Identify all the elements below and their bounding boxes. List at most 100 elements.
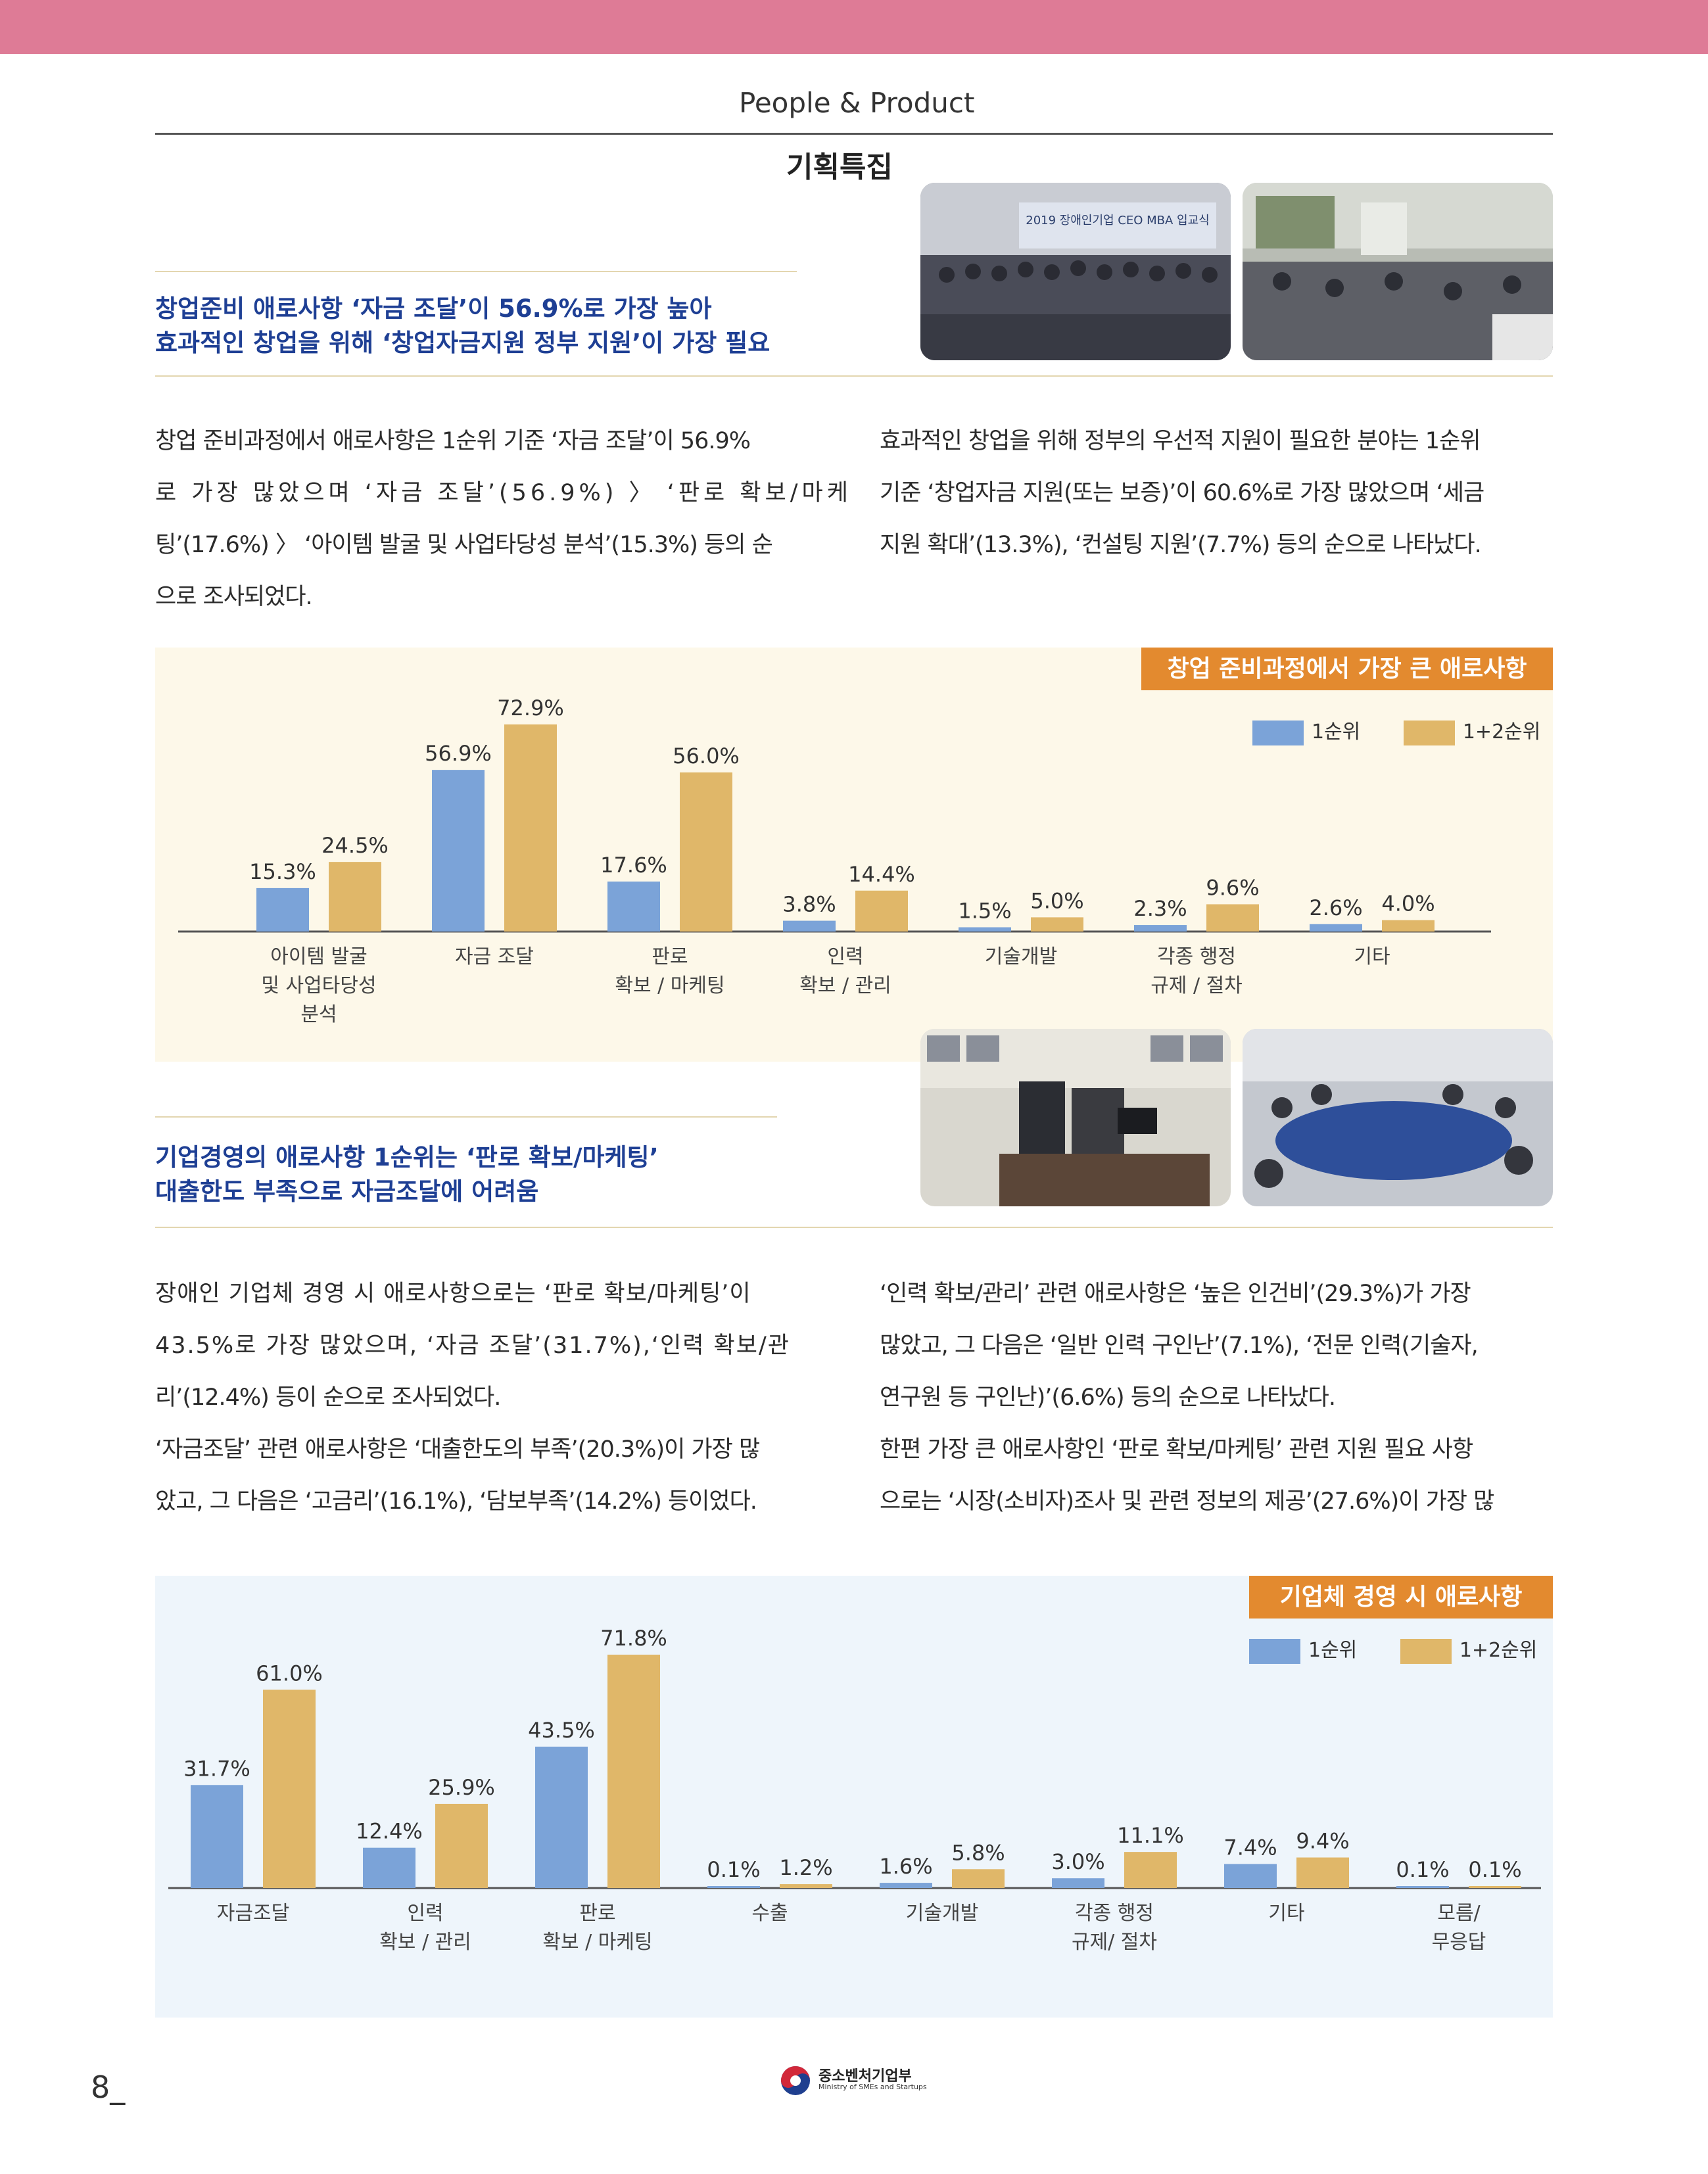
- photo-office-meeting: [920, 1029, 1231, 1206]
- bar-rank1: [959, 927, 1011, 932]
- bar-rank1plus2: [504, 724, 557, 932]
- bar-rank1: [256, 887, 309, 932]
- category-label: 모름/: [1437, 1902, 1481, 1925]
- text-line: ‘인력 확보/관리’ 관련 애로사항은 ‘높은 인건비’(29.3%)가 가장: [880, 1281, 1471, 1307]
- bar-rank1: [363, 1847, 415, 1888]
- chart1-box: [155, 648, 1553, 1062]
- category-label: 자금 조달: [455, 945, 534, 968]
- category-label: 기타: [1268, 1902, 1304, 1925]
- text-line: 창업 준비과정에서 애로사항은 1순위 기준 ‘자금 조달’이 56.9%: [155, 428, 751, 454]
- bar-rank1: [432, 770, 485, 932]
- category-label: 및 사업타당성: [261, 974, 376, 997]
- bar-rank1: [607, 881, 660, 932]
- data-label: 9.4%: [1296, 1829, 1349, 1854]
- legend-label-1st: 1순위: [1308, 1639, 1358, 1662]
- category-label: 기술개발: [906, 1902, 978, 1925]
- category-label: 자금조달: [217, 1902, 289, 1925]
- chart2-legend: 1순위 1+2순위: [1249, 1634, 1537, 1664]
- headline-line: 효과적인 창업을 위해 ‘창업자금지원 정부 지원’이 가장 필요: [155, 329, 771, 357]
- bar-rank1plus2: [1469, 1886, 1521, 1888]
- category-label: 아이템 발굴: [270, 945, 368, 968]
- ministry-name: 중소벤처기업부: [818, 2068, 912, 2085]
- bar-rank1plus2: [1296, 1857, 1349, 1888]
- ministry-name-en: Ministry of SMEs and Startups: [818, 2083, 927, 2091]
- data-label: 2.6%: [1309, 895, 1362, 920]
- text-line: 으로 조사되었다.: [155, 584, 313, 610]
- data-label: 43.5%: [528, 1718, 595, 1743]
- bar-rank1plus2: [1031, 917, 1083, 932]
- data-label: 17.6%: [600, 853, 667, 878]
- headline-line: 기업경영의 애로사항 1순위는 ‘판로 확보/마케팅’: [155, 1143, 659, 1171]
- category-label: 확보 / 마케팅: [542, 1931, 652, 1954]
- text-line: 로 가장 많았으며 ‘자금 조달’(56.9%) 〉 ‘판로 확보/마케: [155, 480, 852, 506]
- ministry-logo: 중소벤처기업부 Ministry of SMEs and Startups: [779, 2064, 927, 2097]
- category-label: 수출: [751, 1902, 788, 1925]
- data-label: 31.7%: [183, 1756, 250, 1781]
- bar-rank1: [783, 920, 836, 932]
- feature-title: 기획특집: [786, 151, 893, 184]
- section1-right-text: 효과적인 창업을 위해 정부의 우선적 지원이 필요한 분야는 1순위 기준 ‘…: [880, 415, 1554, 571]
- data-label: 5.0%: [1030, 888, 1083, 913]
- photo-roundtable: [1243, 1029, 1553, 1206]
- data-label: 24.5%: [321, 833, 389, 858]
- text-line: 으로는 ‘시장(소비자)조사 및 관련 정보의 제공’(27.6%)이 가장 많: [880, 1488, 1494, 1515]
- data-label: 14.4%: [848, 862, 915, 887]
- bar-rank1plus2: [855, 890, 908, 932]
- chart1-legend: 1순위 1+2순위: [1252, 715, 1540, 745]
- legend-swatch-1plus2: [1403, 720, 1455, 745]
- bar-rank1plus2: [607, 1655, 660, 1888]
- bar-rank1: [880, 1883, 932, 1888]
- data-label: 11.1%: [1117, 1823, 1184, 1848]
- category-label: 판로: [579, 1902, 615, 1925]
- category-label: 규제/ 절차: [1072, 1931, 1157, 1954]
- category-label: 기타: [1354, 945, 1390, 968]
- photo-lecture-hall: [1243, 183, 1553, 360]
- data-label: 72.9%: [497, 696, 564, 721]
- bar-rank1: [1310, 924, 1362, 932]
- taegeuk-icon: [781, 2066, 810, 2095]
- bar-rank1plus2: [1124, 1852, 1177, 1888]
- data-label: 56.9%: [425, 741, 492, 766]
- data-label: 61.0%: [256, 1661, 323, 1686]
- bar-rank1: [535, 1746, 588, 1888]
- bar-rank1: [1134, 925, 1187, 932]
- section1-headline: 창업준비 애로사항 ‘자금 조달’이 56.9%로 가장 높아 효과적인 창업을…: [155, 292, 770, 360]
- text-line: 연구원 등 구인난)’(6.6%) 등의 순으로 나타났다.: [880, 1384, 1336, 1411]
- bar-rank1plus2: [1382, 920, 1435, 932]
- header-rule: [155, 133, 1553, 135]
- text-line: 한편 가장 큰 애로사항인 ‘판로 확보/마케팅’ 관련 지원 필요 사항: [880, 1436, 1473, 1463]
- text-line: 효과적인 창업을 위해 정부의 우선적 지원이 필요한 분야는 1순위: [880, 428, 1481, 454]
- headline-line: 대출한도 부족으로 자금조달에 어려움: [155, 1177, 539, 1206]
- headline1-rule-top: [155, 271, 797, 272]
- legend-label-1plus2: 1+2순위: [1459, 1639, 1538, 1662]
- data-label: 1.2%: [779, 1855, 832, 1880]
- text-line: ‘자금조달’ 관련 애로사항은 ‘대출한도의 부족’(20.3%)이 가장 많: [155, 1436, 760, 1463]
- bar-rank1: [191, 1785, 243, 1888]
- text-line: 많았고, 그 다음은 ‘일반 인력 구인난’(7.1%), ‘전문 인력(기술자…: [880, 1333, 1479, 1359]
- text-line: 기준 ‘창업자금 지원(또는 보증)’이 60.6%로 가장 많았으며 ‘세금: [880, 480, 1484, 506]
- category-label: 인력: [827, 945, 863, 968]
- bar-rank1plus2: [952, 1869, 1005, 1888]
- section2-headline: 기업경영의 애로사항 1순위는 ‘판로 확보/마케팅’ 대출한도 부족으로 자금…: [155, 1141, 659, 1209]
- category-label: 확보 / 마케팅: [615, 974, 724, 997]
- text-line: 장애인 기업체 경영 시 애로사항으로는 ‘판로 확보/마케팅’이: [155, 1281, 751, 1307]
- top-color-bar: [0, 0, 1708, 54]
- legend-swatch-1plus2: [1400, 1638, 1452, 1664]
- category-label: 각종 행정: [1075, 1902, 1154, 1925]
- section1-left-text: 창업 준비과정에서 애로사항은 1순위 기준 ‘자금 조달’이 56.9% 로 …: [155, 415, 852, 623]
- data-label: 71.8%: [600, 1626, 667, 1651]
- category-label: 규제 / 절차: [1151, 974, 1243, 997]
- bar-rank1: [1224, 1864, 1277, 1888]
- photo-group-ceremony: 2019 장애인기업 CEO MBA 입교식: [920, 183, 1231, 360]
- category-label: 인력: [407, 1902, 443, 1925]
- data-label: 1.5%: [958, 899, 1011, 924]
- data-label: 56.0%: [673, 744, 740, 768]
- page-number: 8_: [91, 2069, 126, 2105]
- category-label: 분석: [300, 1003, 337, 1026]
- bar-rank1: [1052, 1878, 1104, 1888]
- category-label: 각종 행정: [1157, 945, 1236, 968]
- text-line: 팅’(17.6%) 〉 ‘아이템 발굴 및 사업타당성 분석’(15.3%) 등…: [155, 532, 773, 558]
- headline2-rule-top: [155, 1116, 777, 1118]
